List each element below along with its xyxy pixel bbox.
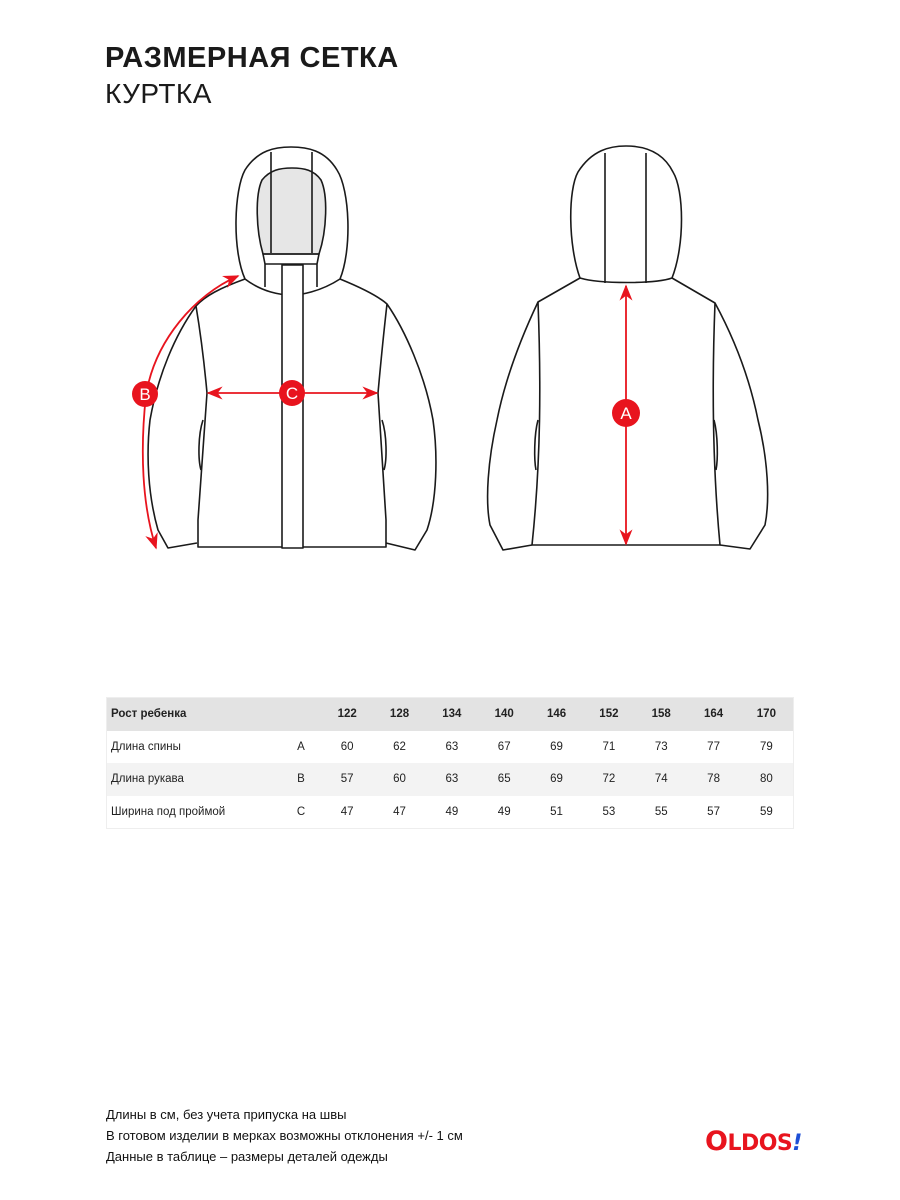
- back-sleeve-right: [671, 277, 769, 550]
- cell-value: 49: [445, 805, 459, 818]
- cell-value: 69: [550, 740, 563, 753]
- note-line: Длины в см, без учета припуска на швы: [106, 1107, 347, 1122]
- marker-a-label: A: [620, 404, 632, 423]
- cell-value: 79: [759, 740, 773, 753]
- cell-value: 152: [582, 697, 636, 731]
- cell-value: 59: [759, 805, 773, 818]
- pocket-right: [381, 419, 387, 471]
- cell-value: 80: [739, 763, 794, 796]
- cell-value: 128: [373, 697, 426, 731]
- cell-value: 65: [478, 763, 531, 796]
- measure-b: B: [132, 275, 240, 550]
- row-letter: C: [296, 805, 306, 818]
- cell-value: 47: [340, 805, 354, 818]
- size-table: Рост ребенка 122 128 134 140 146 152 158 164 170 Д…: [106, 697, 794, 829]
- cell-value: 47: [393, 805, 406, 818]
- table-row: Длина спины A 60 62 63 67 69 71 73 77 79: [107, 731, 794, 764]
- collar: [262, 253, 320, 287]
- row-letter: A: [297, 740, 305, 753]
- cell-value: 134: [425, 697, 479, 731]
- cell-value: 57: [321, 763, 374, 796]
- back-hood: [569, 145, 683, 284]
- cell-value: 51: [550, 805, 563, 818]
- cell-value: 73: [654, 740, 668, 753]
- page-title: РАЗМЕРНАЯ СЕТКА: [105, 42, 399, 74]
- cell-value: 49: [497, 805, 511, 818]
- marker-b-label: B: [139, 385, 150, 404]
- cell-value: 146: [530, 697, 583, 731]
- row-label: Длина рукава: [106, 763, 281, 796]
- jacket-diagram: B C A: [132, 145, 769, 551]
- jacket-front: [147, 146, 437, 551]
- row-label: Длина спины: [111, 740, 181, 753]
- row-label: Ширина под проймой: [111, 805, 226, 818]
- row-label: Рост ребенка: [106, 697, 281, 731]
- cell-value: 63: [425, 763, 479, 796]
- cell-value: 63: [445, 740, 459, 753]
- cell-value: 74: [635, 763, 688, 796]
- cell-value: 170: [739, 697, 794, 731]
- cell-value: 67: [497, 740, 511, 753]
- note-line: В готовом изделии в мерках возможны откл…: [106, 1128, 463, 1143]
- note-line: Данные в таблице – размеры деталей одежд…: [106, 1149, 388, 1164]
- cell-value: 164: [687, 697, 740, 731]
- cell-value: 122: [321, 697, 374, 731]
- cell-value: 69: [530, 763, 583, 796]
- page-subtitle: КУРТКА: [105, 78, 212, 109]
- cell-value: 78: [687, 763, 740, 796]
- back-hood-panels: [604, 153, 647, 283]
- front-sleeve-right: [339, 278, 437, 551]
- table-row: Длина рукава B 57 60 63 65 69 72 74 78 80: [106, 763, 794, 796]
- hood-face: [256, 167, 327, 255]
- cell-value: 71: [602, 740, 616, 753]
- cell-value: 55: [654, 805, 668, 818]
- table-header-row: Рост ребенка 122 128 134 140 146 152 158 164 170: [106, 697, 794, 731]
- cell-value: 60: [373, 763, 426, 796]
- oldos-logo: OLDOS!: [705, 1126, 802, 1157]
- cell-value: 60: [340, 740, 354, 753]
- notes: Длины в см, без учета припуска на швы В …: [106, 1104, 463, 1167]
- row-letter: [281, 697, 321, 731]
- jacket-back: [486, 145, 769, 551]
- back-pocket-right: [713, 419, 719, 471]
- zipper-placket: [281, 264, 304, 549]
- marker-c-label: C: [286, 384, 298, 403]
- cell-value: 57: [707, 805, 720, 818]
- cell-value: 62: [393, 740, 406, 753]
- cell-value: 140: [478, 697, 531, 731]
- cell-value: 72: [582, 763, 636, 796]
- cell-value: 77: [707, 740, 720, 753]
- measure-c: C: [206, 380, 379, 406]
- hood-panel-lines: [270, 152, 313, 253]
- back-sleeve-left: [486, 277, 581, 551]
- row-letter: B: [281, 763, 321, 796]
- cell-value: 158: [635, 697, 688, 731]
- cell-value: 53: [602, 805, 616, 818]
- measure-a: A: [612, 284, 640, 546]
- back-pocket-left: [533, 419, 539, 471]
- table-row: Ширина под проймой C 47 47 49 49 51 53 55 57 59: [107, 796, 794, 829]
